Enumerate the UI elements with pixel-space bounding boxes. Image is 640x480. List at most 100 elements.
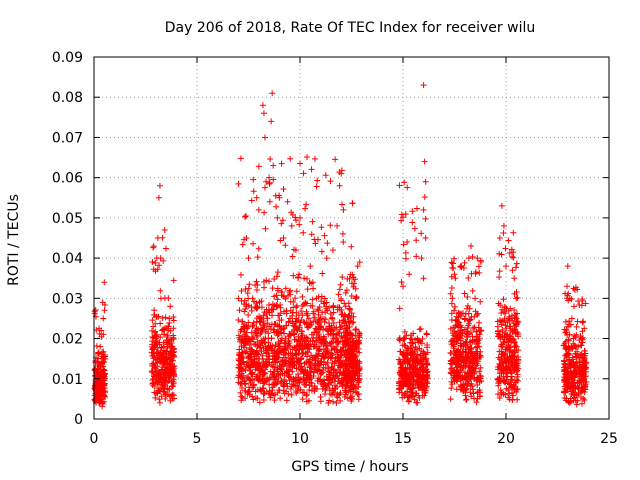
data-point (307, 337, 314, 344)
data-point (300, 229, 307, 236)
data-point (149, 360, 156, 367)
data-point (351, 383, 358, 390)
data-point (150, 375, 157, 382)
data-point (318, 370, 325, 377)
data-point (301, 360, 308, 367)
data-point (159, 314, 166, 321)
data-point (319, 309, 326, 316)
data-point (472, 295, 479, 302)
data-point (153, 375, 160, 382)
data-point (292, 247, 299, 254)
data-point (272, 342, 279, 349)
data-point (327, 330, 334, 337)
data-point (303, 201, 310, 208)
data-point (309, 218, 316, 225)
data-point (565, 360, 572, 367)
data-point (262, 363, 269, 370)
data-point (477, 374, 484, 381)
data-point (409, 208, 416, 215)
y-tick-labels: 0 0.01 0.02 0.03 0.04 0.05 0.06 0.07 0.08 0.09 (52, 50, 83, 428)
data-point (327, 375, 334, 382)
data-point (328, 327, 335, 334)
data-point (477, 257, 484, 264)
data-point (349, 200, 356, 207)
data-point (163, 391, 170, 398)
data-point (352, 367, 359, 374)
data-point (509, 362, 516, 369)
data-point (292, 214, 299, 221)
data-point (250, 384, 257, 391)
data-point (290, 299, 297, 306)
data-point (242, 212, 249, 219)
data-point (152, 394, 159, 401)
data-point (403, 350, 410, 357)
data-point (505, 380, 512, 387)
data-point (261, 184, 268, 191)
data-point (514, 373, 521, 380)
data-point (410, 362, 417, 369)
data-point (419, 392, 426, 399)
data-point (418, 380, 425, 387)
data-point (292, 351, 299, 358)
data-point (418, 347, 425, 354)
data-point (96, 360, 103, 367)
data-point (401, 342, 408, 349)
data-point (305, 397, 312, 404)
data-point (422, 356, 429, 363)
data-point (152, 365, 159, 372)
data-point (402, 354, 409, 361)
data-point (306, 279, 313, 286)
data-point (353, 389, 360, 396)
data-point (461, 315, 468, 322)
data-point (170, 363, 177, 370)
chart-title: Day 206 of 2018, Rate Of TEC Index for r… (165, 20, 535, 36)
data-point (404, 383, 411, 390)
data-point (263, 355, 270, 362)
data-point (270, 326, 277, 333)
data-point (563, 354, 570, 361)
data-point (407, 335, 414, 342)
data-point (421, 194, 428, 201)
data-point (502, 322, 509, 329)
data-point (334, 304, 341, 311)
data-point (347, 306, 354, 313)
data-point (451, 307, 458, 314)
data-point (412, 369, 419, 376)
data-point (498, 360, 505, 367)
data-point (297, 160, 304, 167)
data-point (463, 397, 470, 404)
data-point (567, 385, 574, 392)
data-point (338, 311, 345, 318)
data-point (335, 378, 342, 385)
data-point (397, 348, 404, 355)
data-point (338, 170, 345, 177)
data-point (267, 325, 274, 332)
data-point (510, 229, 517, 236)
data-point (243, 235, 250, 241)
data-point (97, 395, 104, 402)
data-point (474, 338, 481, 345)
data-point (100, 366, 107, 373)
x-tick-label: 10 (291, 431, 309, 447)
data-point (477, 328, 484, 335)
data-point (242, 367, 249, 374)
data-point (314, 177, 321, 184)
data-point (511, 315, 518, 322)
data-point (244, 350, 251, 357)
data-point (352, 326, 359, 333)
data-point (337, 397, 344, 404)
data-point (309, 296, 316, 303)
data-point (510, 249, 517, 256)
data-point (498, 251, 505, 258)
data-point (474, 310, 481, 317)
data-point (290, 322, 297, 329)
data-point (468, 345, 475, 352)
data-point (396, 337, 403, 344)
data-point (253, 305, 260, 312)
data-point (452, 275, 459, 282)
data-point (506, 323, 513, 330)
data-point (310, 334, 317, 341)
data-point (338, 201, 345, 208)
data-point (576, 359, 583, 366)
data-point (508, 338, 515, 345)
